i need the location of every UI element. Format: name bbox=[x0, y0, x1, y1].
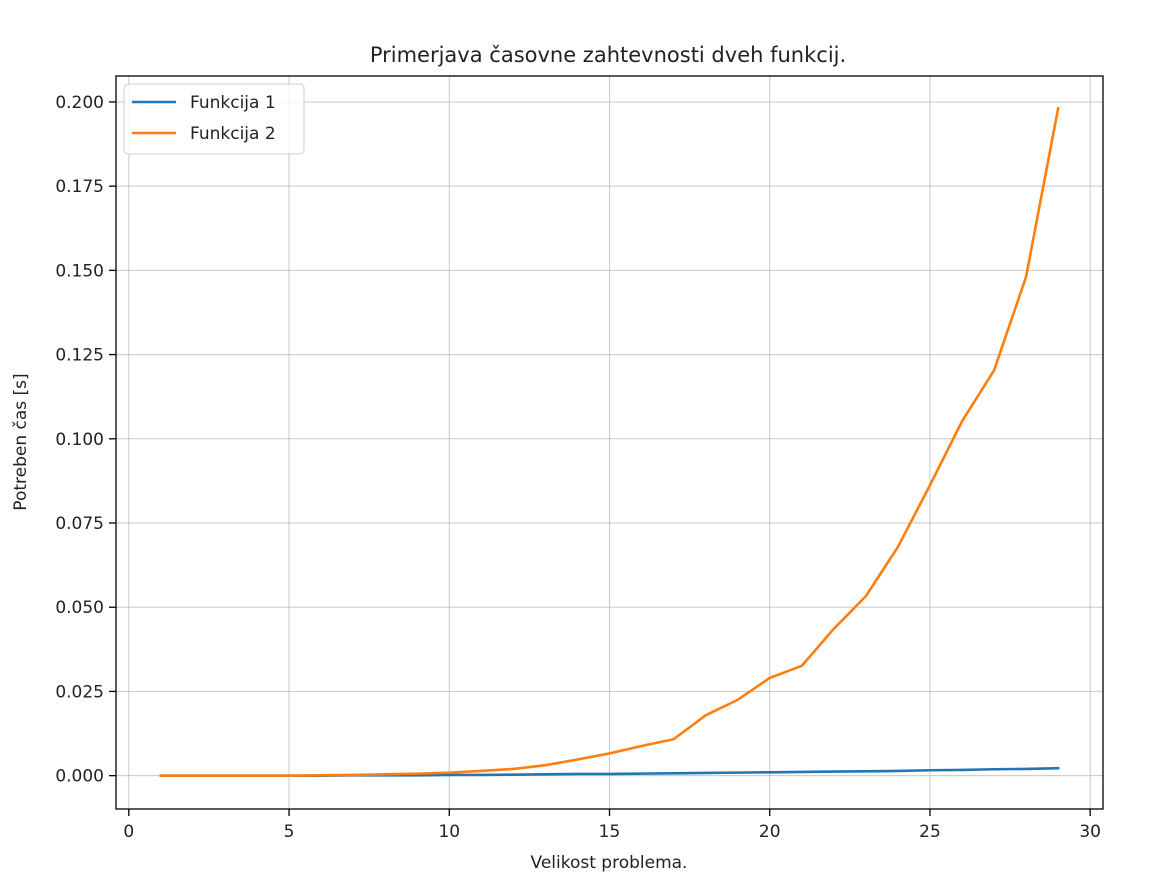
x-tick-label: 5 bbox=[284, 822, 295, 842]
chart-title: Primerjava časovne zahtevnosti dveh funk… bbox=[370, 43, 846, 67]
x-tick-label: 10 bbox=[438, 822, 460, 842]
y-tick-label: 0.000 bbox=[55, 767, 104, 787]
x-axis: 0 5 10 15 20 25 30 bbox=[123, 809, 1101, 842]
legend-label: Funkcija 1 bbox=[190, 93, 276, 113]
y-tick-label: 0.050 bbox=[55, 598, 104, 618]
y-axis: 0.000 0.025 0.050 0.075 0.100 0.125 0.150 0.175… bbox=[55, 93, 116, 787]
y-tick-label: 0.075 bbox=[55, 514, 104, 534]
x-tick-label: 25 bbox=[919, 822, 941, 842]
x-axis-label: Velikost problema. bbox=[531, 853, 688, 873]
series-line-2 bbox=[159, 106, 1060, 777]
legend: Funkcija 1 Funkcija 2 bbox=[123, 83, 305, 155]
x-tick-label: 0 bbox=[123, 822, 134, 842]
y-tick-label: 0.200 bbox=[55, 93, 104, 113]
y-tick-label: 0.150 bbox=[55, 261, 104, 281]
x-tick-label: 15 bbox=[599, 822, 621, 842]
legend-label: Funkcija 2 bbox=[190, 124, 276, 144]
y-tick-label: 0.175 bbox=[55, 177, 104, 197]
x-tick-label: 20 bbox=[759, 822, 781, 842]
y-tick-label: 0.125 bbox=[55, 346, 104, 366]
y-tick-label: 0.100 bbox=[55, 430, 104, 450]
y-tick-label: 0.025 bbox=[55, 682, 104, 702]
series-lines bbox=[159, 106, 1060, 777]
x-tick-label: 30 bbox=[1079, 822, 1101, 842]
y-axis-label: Potreben čas [s] bbox=[11, 373, 31, 510]
